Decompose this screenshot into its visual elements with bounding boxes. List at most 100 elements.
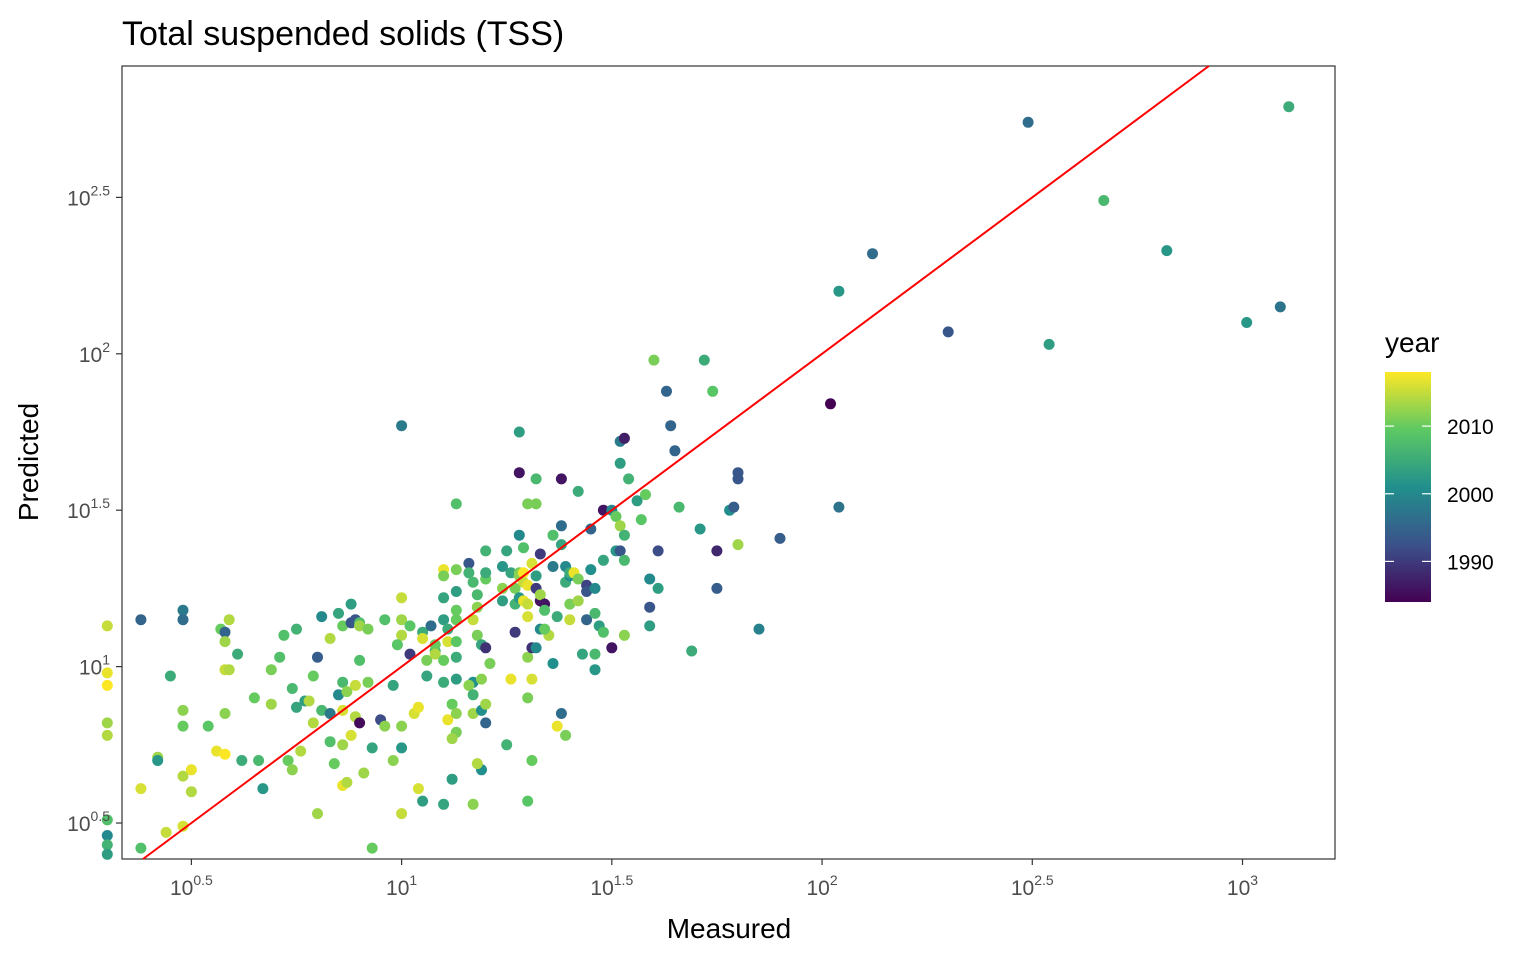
data-point [324,633,336,644]
data-point [526,755,538,766]
data-point [185,764,197,776]
data-point [354,717,366,729]
data-point [101,717,113,729]
data-point [644,601,656,613]
data-point [631,495,643,507]
data-point [446,773,458,785]
data-point [560,729,572,741]
data-point [438,614,450,626]
data-point [522,579,534,591]
data-point [421,670,433,682]
data-point [1098,195,1110,206]
data-point [547,561,559,572]
data-point [1241,317,1253,328]
plot-panel [121,65,1336,860]
data-point [530,473,542,485]
data-point [396,614,408,626]
data-point [463,567,475,579]
data-point [530,498,542,510]
data-point [177,704,189,716]
data-point [366,742,378,754]
data-point [480,698,492,710]
data-point [833,285,845,297]
data-point [686,645,698,657]
data-point [1283,101,1295,113]
data-point [518,567,529,579]
data-point [177,720,189,732]
data-point [450,498,462,510]
data-point [564,614,576,626]
data-point [379,614,391,626]
y-axis-title: Predicted [13,403,44,521]
data-point [387,755,399,766]
plot-panel-border [121,65,1336,860]
data-point [694,523,706,535]
data-point [585,564,597,576]
data-point [450,586,462,597]
data-point [341,686,353,698]
data-point [530,570,542,582]
data-point [518,542,529,554]
points-layer [101,101,1295,860]
data-point [581,586,593,597]
data-point [358,767,370,779]
x-axis-title: Measured [667,913,792,944]
data-point [648,354,660,366]
data-point [177,820,189,832]
data-point [597,626,609,638]
data-point [450,673,462,685]
data-point [257,783,269,795]
data-point [312,808,323,820]
data-point [135,783,147,795]
data-point [135,842,147,854]
y-tick-label: 101.5 [67,495,110,523]
data-point [711,582,723,594]
data-point [652,545,664,557]
data-point [345,729,357,741]
data-point [463,557,475,569]
data-point [467,614,479,626]
data-point [337,620,349,632]
data-point [135,614,147,626]
y-tick-label: 102 [79,339,110,367]
data-point [618,432,630,444]
legend-colorbar [1385,372,1431,602]
data-point [164,670,176,682]
data-point [396,808,408,820]
data-point [547,658,559,669]
data-point [337,676,349,688]
data-point [177,604,189,616]
data-point [522,692,534,704]
data-point [652,582,664,594]
data-point [412,783,424,795]
data-point [942,326,954,338]
data-point [534,589,546,601]
data-point [362,623,374,635]
data-point [509,626,521,638]
data-point [669,445,681,457]
data-point [497,582,508,594]
data-point [484,658,496,669]
reference-line-layer [142,65,1210,860]
data-point [513,426,525,438]
data-point [223,664,235,676]
data-point [345,598,357,610]
data-point [526,557,538,569]
data-point [665,420,677,432]
data-point [623,473,635,485]
data-point [555,520,567,532]
data-point [341,776,353,788]
data-point [732,539,744,551]
data-point [774,532,786,544]
data-point [833,501,845,513]
data-point [606,642,618,654]
data-point [429,639,441,651]
x-tick-label: 101.5 [590,872,633,900]
data-point [354,620,366,632]
y-tick-label: 100.5 [67,808,110,836]
data-point [404,648,416,660]
data-point [396,720,408,732]
data-point [152,755,164,766]
data-point [379,720,391,732]
data-point [497,595,508,607]
